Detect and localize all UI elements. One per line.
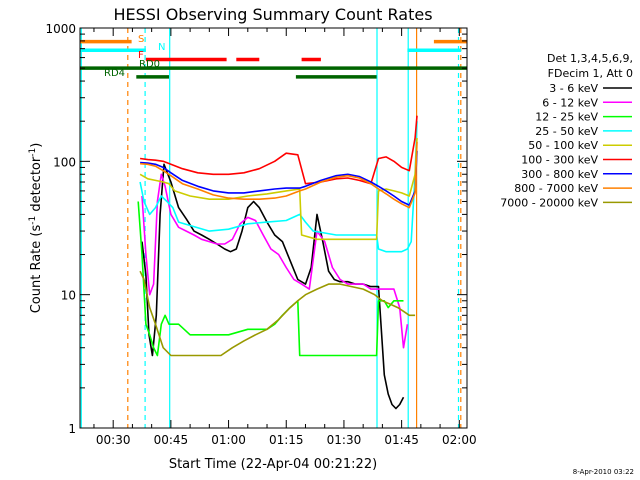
legend: Det 1,3,4,5,6,9, FDecim 1, Att 0 3 - 6 k… [500,52,633,209]
legend-header-line-2: FDecim 1, Att 0 [548,67,633,80]
legend-label-5: 100 - 300 keV [521,154,598,167]
x-axis-label: Start Time (22-Apr-04 00:21:22) [169,457,377,472]
series-line-1 [141,173,409,349]
x-tick-label-4: 01:30 [327,433,362,447]
plot-frame [79,27,468,429]
series-line-8 [139,270,416,357]
y-axis-label: Count Rate (s-1 detector-1) [28,143,44,314]
x-tick-label-1: 00:45 [154,433,189,447]
legend-label-0: 3 - 6 keV [549,82,598,95]
state-label-f: F [138,50,144,61]
y-tick-label-0: 1 [68,422,76,436]
x-tick-label-0: 00:30 [96,433,131,447]
x-tick-label-6: 02:00 [442,433,477,447]
chart-title: HESSI Observing Summary Count Rates [113,5,432,24]
x-tick-label-3: 01:15 [269,433,304,447]
legend-label-3: 25 - 50 keV [535,125,598,138]
legend-label-7: 800 - 7000 keV [514,182,598,195]
y-tick-label-2: 100 [53,155,76,169]
state-label-s: S [138,34,144,45]
x-tick-label-2: 01:00 [211,433,246,447]
state-label-rd0: RD0 [139,59,160,70]
axes: 00:30 00:45 01:00 01:15 01:30 01:45 02:00 1 10 10… [45,22,476,447]
series-line-0 [141,163,405,410]
series-line-2 [137,201,404,357]
legend-label-8: 7000 - 20000 keV [500,196,598,209]
series-line-7 [140,141,418,209]
series-line-5 [139,115,418,185]
series-line-6 [140,150,418,206]
x-tick-label-5: 01:45 [384,433,419,447]
timestamp: 8-Apr-2010 03:22 [573,468,634,476]
series-line-4 [139,137,418,241]
legend-label-4: 50 - 100 keV [528,139,598,152]
state-label-rd4: RD4 [104,68,125,79]
series-lines [137,115,418,410]
series-line-3 [139,121,418,253]
legend-label-1: 6 - 12 keV [542,96,598,109]
state-label-n: N [158,42,165,53]
legend-header-line-1: Det 1,3,4,5,6,9, [547,52,633,65]
legend-label-2: 12 - 25 keV [535,111,598,124]
legend-label-6: 300 - 800 keV [521,168,598,181]
y-tick-label-3: 1000 [45,22,76,36]
y-tick-label-1: 10 [61,289,76,303]
